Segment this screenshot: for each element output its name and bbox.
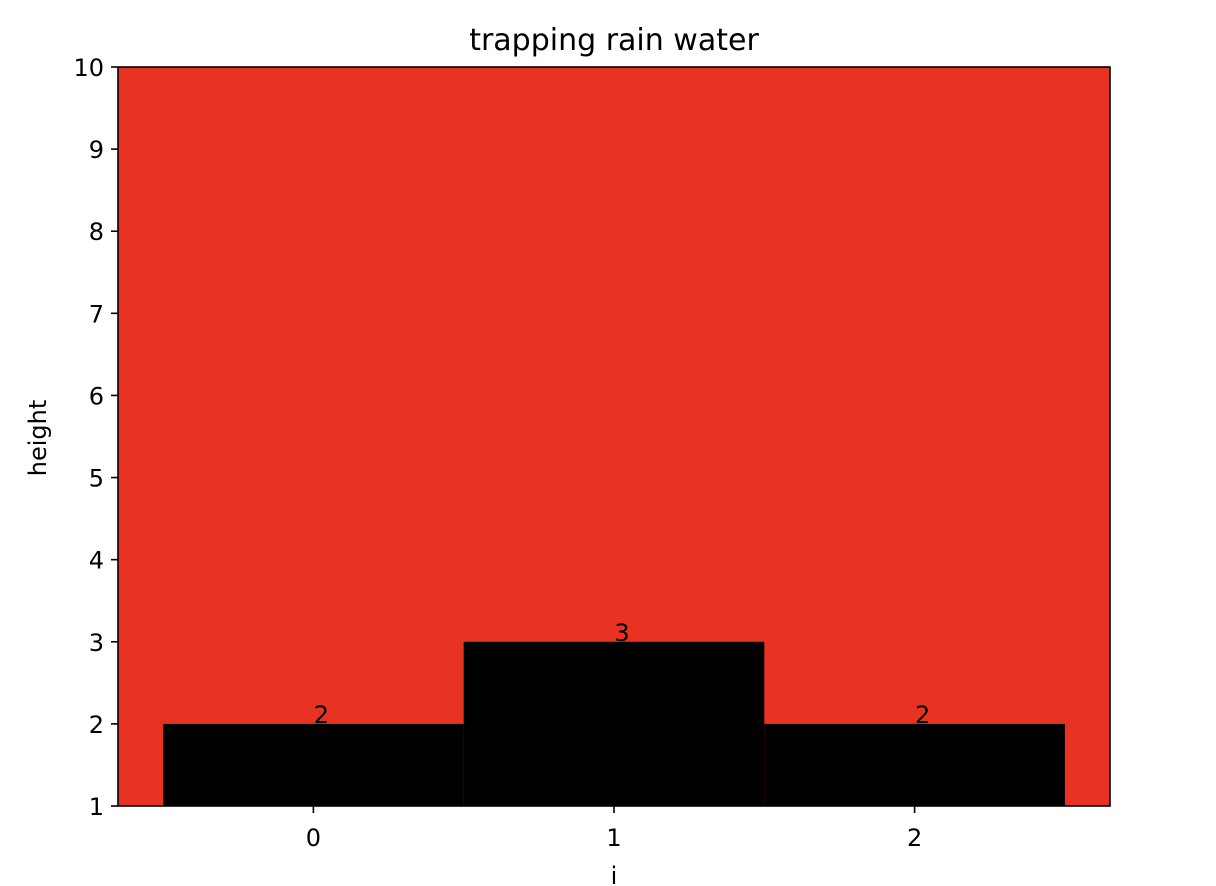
y-tick-label: 10 xyxy=(73,54,104,82)
y-axis-label: height xyxy=(24,400,52,477)
bar-value-label-0: 2 xyxy=(314,701,329,729)
y-axis: 1 2 3 4 5 6 7 8 9 10 xyxy=(73,54,118,821)
y-tick-label: 3 xyxy=(89,629,104,657)
x-axis-label: i xyxy=(611,862,618,886)
bar-value-label-1: 3 xyxy=(614,619,629,647)
y-tick-label: 5 xyxy=(89,465,104,493)
bars-group xyxy=(163,641,1065,806)
y-tick-label: 4 xyxy=(89,547,104,575)
bar-value-label-2: 2 xyxy=(915,701,930,729)
x-tick-label: 0 xyxy=(306,824,321,852)
chart-title: trapping rain water xyxy=(469,23,759,58)
y-tick-label: 9 xyxy=(89,136,104,164)
y-tick-label: 2 xyxy=(89,711,104,739)
x-tick-label: 1 xyxy=(606,824,621,852)
bar-0 xyxy=(163,723,464,806)
x-tick-label: 2 xyxy=(907,824,922,852)
y-tick-label: 6 xyxy=(89,382,104,410)
y-tick-label: 8 xyxy=(89,218,104,246)
bar-2 xyxy=(764,723,1065,806)
bar-1 xyxy=(463,641,765,806)
x-axis: 0 1 2 xyxy=(306,806,922,852)
bar-labels-group: 2 3 2 xyxy=(314,619,930,729)
y-tick-label: 7 xyxy=(89,300,104,328)
y-tick-label: 1 xyxy=(89,793,104,821)
